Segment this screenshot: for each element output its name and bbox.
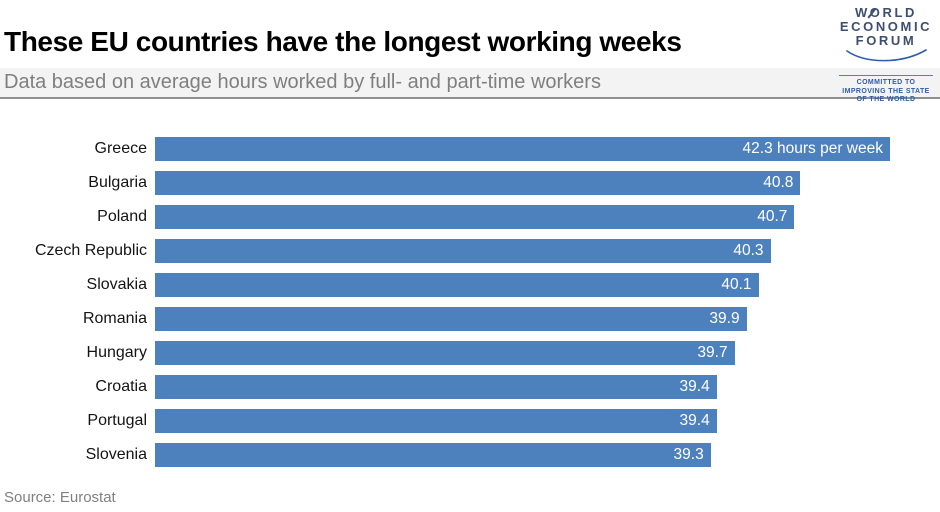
bar: 39.3 [155, 443, 711, 467]
country-label: Slovenia [85, 446, 147, 463]
bar-value-label: 39.4 [679, 412, 710, 429]
bar-row: Hungary 39.7 [0, 341, 940, 365]
bar-value-label: 40.1 [721, 276, 752, 293]
bar: 40.1 [155, 273, 759, 297]
bar-value-label: 39.3 [673, 446, 704, 463]
country-label: Hungary [86, 344, 147, 361]
subtitle-band [0, 68, 940, 97]
bar-row: Romania 39.9 [0, 307, 940, 331]
bar-value-label: 39.9 [709, 310, 740, 327]
bar-row: Czech Republic 40.3 [0, 239, 940, 263]
logo-word-forum: FORUM [855, 33, 917, 48]
page-title: These EU countries have the longest work… [4, 26, 682, 57]
bar-row: Slovenia 39.3 [0, 443, 940, 467]
header-divider [0, 97, 940, 99]
logo-word-economic: ECONOMIC [839, 19, 933, 34]
logo-tagline-line3: OF THE WORLD [856, 96, 916, 103]
bar-value-label: 39.4 [679, 378, 710, 395]
country-label: Slovakia [86, 276, 147, 293]
logo-tagline-divider [839, 75, 933, 76]
bar-row: Greece 42.3 hours per week [0, 137, 940, 161]
bar-row: Slovakia 40.1 [0, 273, 940, 297]
bar-chart: Greece 42.3 hours per week Bulgaria 40.8 Pol… [0, 137, 940, 477]
source-note: Source: Eurostat [4, 489, 116, 506]
bar: 39.7 [155, 341, 735, 365]
bar: 40.7 [155, 205, 795, 229]
bar-value-label: 42.3 hours per week [742, 140, 883, 157]
bar-value-label: 40.8 [763, 174, 794, 191]
bar: 42.3 hours per week [155, 137, 890, 161]
page-subtitle: Data based on average hours worked by fu… [4, 71, 601, 93]
bar-value-label: 39.7 [697, 344, 728, 361]
bar: 40.8 [155, 171, 801, 195]
logo-word-world: WORLD [854, 5, 918, 20]
bar-row: Bulgaria 40.8 [0, 171, 940, 195]
bar-value-label: 40.3 [733, 242, 764, 259]
bar: 39.4 [155, 375, 717, 399]
bar: 40.3 [155, 239, 771, 263]
country-label: Poland [97, 208, 147, 225]
country-label: Greece [94, 140, 147, 157]
bar-row: Poland 40.7 [0, 205, 940, 229]
logo-arc-icon [846, 49, 927, 62]
logo-tagline-line2: IMPROVING THE STATE [842, 87, 930, 95]
bar-row: Portugal 39.4 [0, 409, 940, 433]
country-label: Portugal [87, 412, 147, 429]
country-label: Bulgaria [88, 174, 147, 191]
country-label: Czech Republic [34, 242, 147, 259]
wef-logo: WORLD ECONOMIC FORUM COMMITTED TO IMPROV… [834, 6, 938, 105]
country-label: Romania [82, 310, 147, 327]
country-label: Croatia [95, 378, 147, 395]
bar-value-label: 40.7 [757, 208, 788, 225]
bar-row: Croatia 39.4 [0, 375, 940, 399]
bar: 39.4 [155, 409, 717, 433]
logo-tagline-line1: COMMITTED TO [856, 79, 916, 86]
bar: 39.9 [155, 307, 747, 331]
